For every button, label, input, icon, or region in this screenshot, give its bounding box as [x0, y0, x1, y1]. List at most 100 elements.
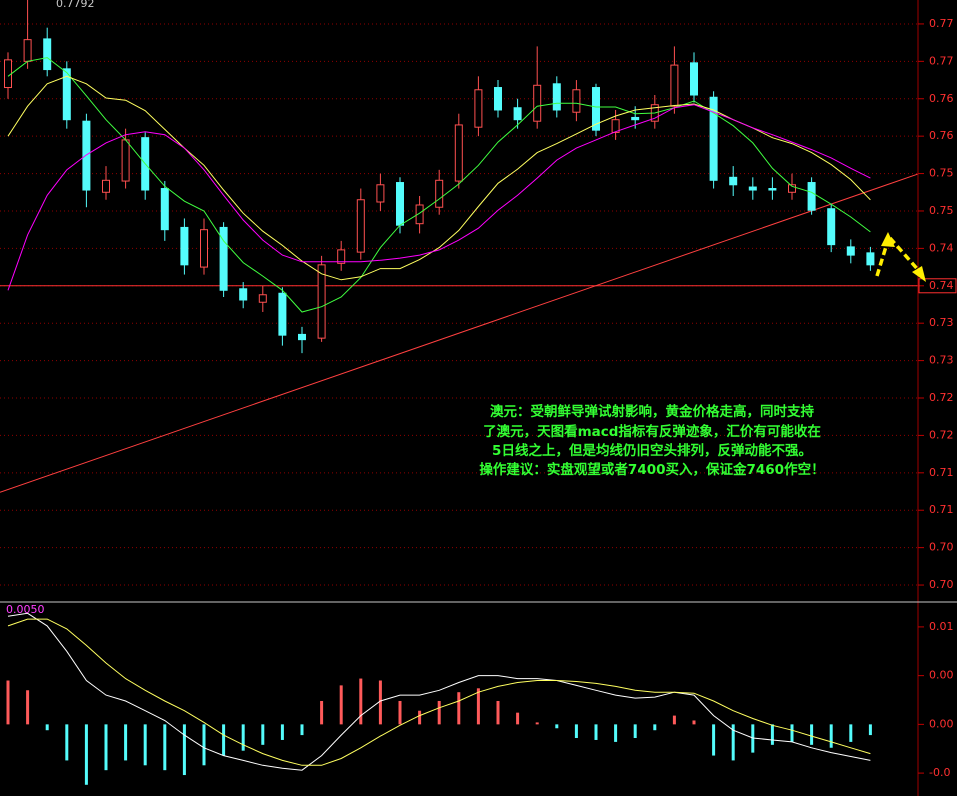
- histogram-bar: [849, 724, 853, 742]
- trend-line: [0, 173, 918, 493]
- candle-body: [827, 208, 836, 246]
- histogram-bar: [320, 700, 324, 725]
- histogram-bar: [712, 724, 716, 756]
- candle-body: [160, 188, 169, 231]
- histogram-bar: [241, 724, 245, 751]
- histogram-bar: [104, 724, 108, 771]
- candle-body: [396, 182, 404, 226]
- candle-body: [690, 62, 698, 96]
- histogram-bar: [457, 692, 461, 725]
- max-label: 0.7792: [56, 0, 95, 10]
- candle-body: [670, 64, 679, 107]
- moving-average: [7, 57, 871, 313]
- candle-body: [23, 39, 32, 62]
- candle-body: [788, 184, 796, 193]
- histogram-bar: [65, 724, 69, 761]
- histogram-bar: [829, 724, 833, 748]
- y-tick-label: 0.01: [929, 620, 954, 633]
- arrow-annotation: [875, 232, 926, 282]
- candle-body: [239, 288, 248, 301]
- histogram-bar: [339, 685, 343, 725]
- candle-body: [62, 68, 71, 121]
- moving-average: [7, 75, 871, 281]
- y-tick-label: 0.76: [929, 129, 954, 142]
- candle-body: [631, 116, 640, 121]
- candle-body: [729, 176, 738, 186]
- y-tick-label: 0.77: [929, 17, 954, 30]
- histogram-bar: [84, 724, 88, 785]
- histogram-bar: [378, 680, 382, 725]
- candle-body: [748, 186, 757, 191]
- y-tick-label: 0.76: [929, 92, 954, 105]
- y-tick-label: 0.00: [929, 717, 954, 730]
- histogram-bar: [222, 724, 226, 756]
- candle-body: [121, 139, 130, 182]
- moving-average: [7, 104, 871, 291]
- y-tick-label: 0.71: [929, 503, 954, 516]
- arrow-up: [875, 239, 890, 277]
- y-tick-label: 0.74: [929, 241, 954, 254]
- y-tick-label: 0.75: [929, 204, 954, 217]
- annotation-line: 了澳元，天图看macd指标有反弹迹象，汇价有可能收在: [483, 423, 821, 440]
- histogram-bar: [555, 724, 559, 729]
- candle-body: [298, 333, 306, 341]
- candle-body: [846, 246, 855, 256]
- y-tick-label: -0.0: [929, 766, 950, 779]
- y-tick-label: 0.70: [929, 541, 954, 554]
- annotation-line: 澳元：受朝鲜导弹试射影响，黄金价格走高，同时支持: [490, 403, 814, 420]
- y-tick-label: 0.71: [929, 466, 954, 479]
- candle-body: [807, 182, 816, 211]
- histogram-bar: [574, 724, 578, 739]
- arrow-down: [888, 236, 922, 274]
- candle-body: [180, 226, 189, 266]
- candle-body: [4, 59, 12, 89]
- candle-body: [474, 89, 483, 128]
- histogram-bar: [653, 724, 657, 731]
- candle-body: [356, 199, 365, 253]
- histogram-bar: [476, 688, 480, 725]
- histogram-bar: [516, 712, 520, 725]
- histogram-bar: [810, 724, 814, 745]
- macd-line: [7, 612, 871, 771]
- candle-body: [552, 83, 561, 111]
- histogram-bar: [633, 724, 637, 739]
- histogram-bar: [143, 724, 147, 766]
- histogram-bar: [45, 724, 49, 731]
- histogram-bar: [731, 724, 735, 761]
- histogram-bar: [790, 724, 794, 742]
- y-tick-label: 0.75: [929, 167, 954, 180]
- candle-body: [258, 294, 267, 303]
- candle-body: [513, 107, 522, 121]
- y-tick-label: 0.72: [929, 391, 954, 404]
- candle-body: [43, 38, 52, 71]
- candle-body: [200, 229, 208, 268]
- histogram-bar: [26, 690, 30, 725]
- histogram-bar: [496, 700, 500, 725]
- histogram-bar: [398, 700, 402, 725]
- annotation-line: 操作建议：实盘观望或者7400买入，保证金7460作空！: [479, 461, 824, 478]
- y-tick-label: 0.72: [929, 428, 954, 441]
- candle-body: [572, 89, 581, 113]
- candle-body: [219, 226, 228, 291]
- histogram-bar: [202, 724, 206, 766]
- candle-body: [415, 204, 424, 225]
- histogram-bar: [182, 724, 186, 776]
- annotation-line: 5日线之上，但是均线仍旧空头排列，反弹动能不强。: [492, 442, 812, 459]
- y-tick-label: 0.70: [929, 578, 954, 591]
- histogram-bar: [6, 680, 10, 725]
- histogram-bar: [868, 724, 872, 736]
- y-tick-label: 0.74: [929, 279, 954, 292]
- histogram-bar: [614, 724, 618, 742]
- arrow-head: [881, 232, 895, 247]
- candle-body: [454, 124, 463, 182]
- macd-line: [7, 618, 871, 766]
- histogram-bar: [261, 724, 265, 745]
- arrow-head: [912, 266, 926, 282]
- candle-body: [82, 120, 91, 191]
- candle-body: [611, 119, 620, 133]
- histogram-bar: [359, 678, 363, 725]
- histogram-bar: [280, 724, 284, 740]
- candle-body: [866, 252, 875, 266]
- candle-body: [376, 184, 385, 203]
